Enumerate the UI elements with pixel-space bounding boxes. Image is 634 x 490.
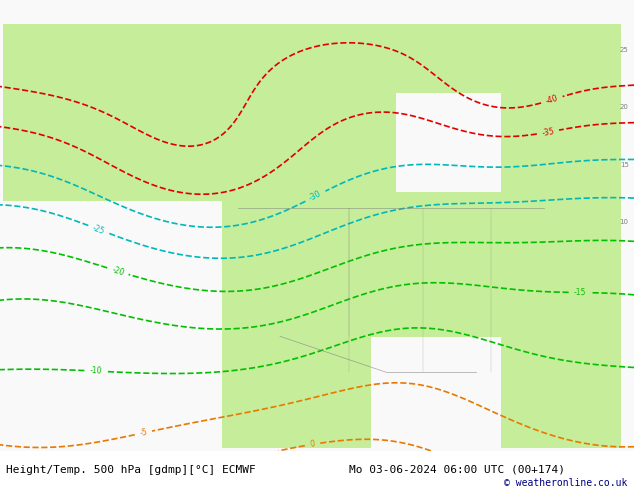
Text: -40: -40 <box>545 94 559 106</box>
Text: 10: 10 <box>619 219 629 225</box>
Text: © weatheronline.co.uk: © weatheronline.co.uk <box>504 478 628 488</box>
Text: 20: 20 <box>620 104 629 110</box>
Text: -30: -30 <box>307 189 323 203</box>
Text: -15: -15 <box>574 288 586 297</box>
Text: 0: 0 <box>309 440 315 449</box>
Text: -35: -35 <box>541 126 555 138</box>
Text: -10: -10 <box>89 367 102 376</box>
Text: Height/Temp. 500 hPa [gdmp][°C] ECMWF: Height/Temp. 500 hPa [gdmp][°C] ECMWF <box>6 465 256 474</box>
Text: 25: 25 <box>620 47 629 53</box>
Text: -5: -5 <box>139 428 148 438</box>
Text: Mo 03-06-2024 06:00 UTC (00+174): Mo 03-06-2024 06:00 UTC (00+174) <box>349 465 565 474</box>
Text: -25: -25 <box>91 223 106 236</box>
Text: 15: 15 <box>620 162 629 168</box>
Text: -20: -20 <box>111 265 125 277</box>
